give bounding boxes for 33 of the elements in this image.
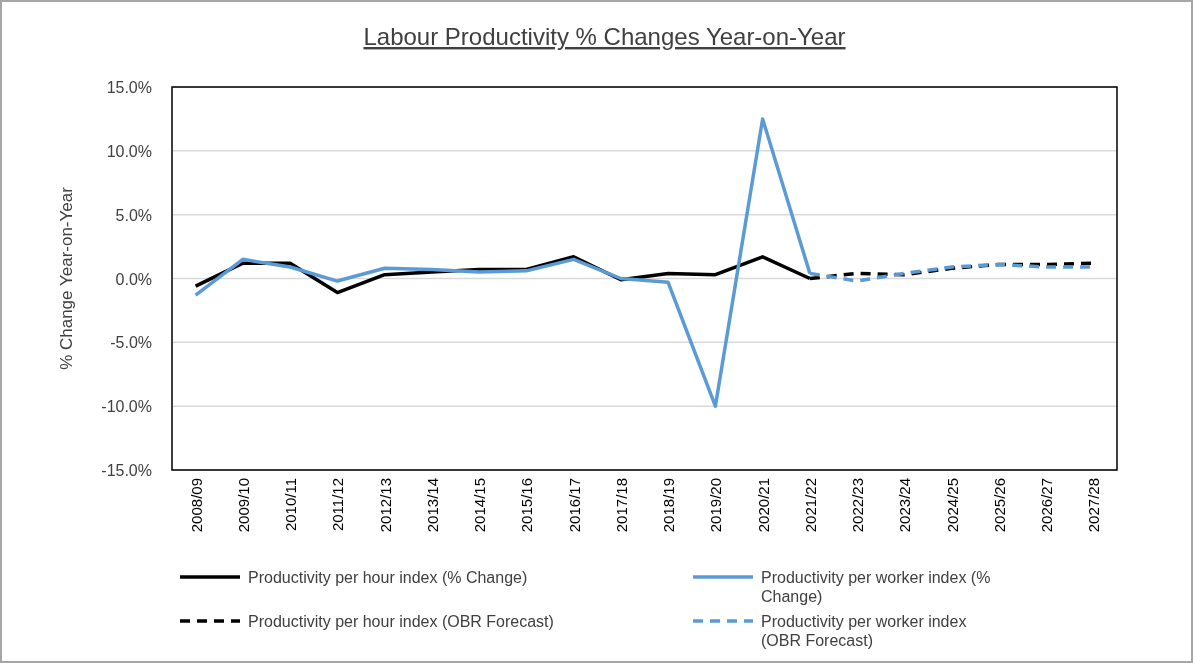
x-tick-label: 2018/19 (660, 478, 678, 533)
x-tick-label: 2023/24 (896, 478, 914, 533)
x-tick-label: 2009/10 (234, 478, 252, 533)
x-tick-label: 2017/18 (612, 478, 630, 533)
y-tick-label: 15.0% (106, 79, 152, 96)
y-tick-label: 5.0% (115, 206, 152, 224)
x-tick-label: 2012/13 (376, 478, 394, 533)
y-tick-label: 10.0% (106, 142, 152, 160)
x-tick-label: 2026/27 (1038, 478, 1056, 533)
x-tick-label: 2020/21 (754, 478, 772, 533)
x-tick-label: 2024/25 (943, 478, 961, 533)
y-tick-label: -15.0% (101, 462, 152, 479)
legend-label: Productivity per worker index (OBR Forecast) (761, 613, 967, 649)
x-tick-label: 2025/26 (990, 478, 1008, 533)
x-tick-label: 2022/23 (849, 478, 867, 533)
x-tick-label: 2015/16 (518, 478, 536, 533)
x-tick-label: 2016/17 (565, 478, 583, 533)
y-tick-label: -5.0% (110, 334, 152, 352)
legend-label: Productivity per hour index (% Change) (248, 569, 528, 586)
legend-label: Productivity per hour index (OBR Forecast) (248, 613, 554, 630)
legend-label: Productivity per worker index (% Change) (761, 569, 991, 605)
x-tick-label: 2021/22 (801, 478, 819, 533)
y-axis-title: % Change Year-on-Year (57, 186, 76, 370)
x-tick-label: 2011/12 (329, 478, 347, 532)
x-tick-label: 2019/20 (707, 478, 725, 533)
x-tick-label: 2013/14 (423, 478, 441, 533)
x-tick-label: 2010/11 (282, 478, 300, 532)
y-tick-label: 0.0% (115, 270, 152, 288)
x-tick-label: 2014/15 (471, 478, 489, 533)
x-tick-label: 2027/28 (1085, 478, 1103, 533)
chart-title: Labour Productivity % Changes Year-on-Year (363, 23, 846, 50)
x-tick-label: 2008/09 (187, 478, 205, 533)
y-tick-label: -10.0% (101, 398, 152, 416)
